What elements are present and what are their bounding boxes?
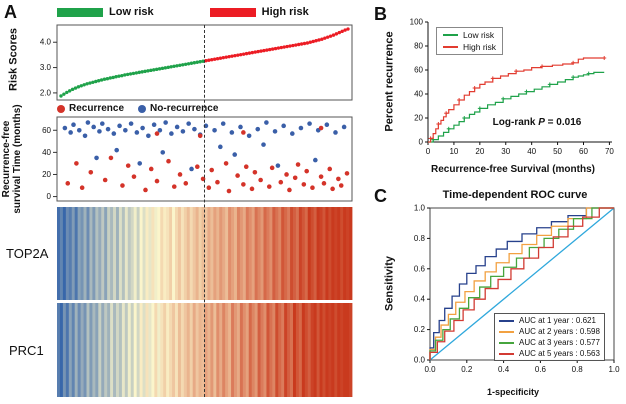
km-legend-low-risk-label: Low risk (463, 30, 495, 40)
roc-legend-1y: AUC at 1 year : 0.621 (499, 316, 600, 325)
svg-text:20: 20 (414, 114, 423, 123)
svg-text:0: 0 (419, 138, 424, 147)
svg-text:0.8: 0.8 (572, 365, 584, 374)
auc-5-years-line-icon (499, 352, 514, 355)
svg-text:20: 20 (475, 147, 484, 156)
svg-text:70: 70 (605, 147, 614, 156)
auc-3-years-line-icon (499, 341, 514, 344)
svg-text:2.0: 2.0 (40, 88, 52, 97)
panel-b-label: B (374, 4, 387, 24)
high-risk-line-icon (443, 46, 458, 48)
svg-text:30: 30 (501, 147, 510, 156)
svg-text:60: 60 (42, 126, 51, 135)
km-legend: Low risk High risk (436, 27, 504, 55)
svg-text:60: 60 (414, 66, 423, 75)
low-risk-label: Low risk (109, 6, 154, 18)
svg-text:20: 20 (42, 170, 51, 179)
km-legend-high-risk-label: High risk (463, 42, 497, 52)
recurrence-label: Recurrence (69, 103, 125, 114)
auc-2-years-line-icon (499, 330, 514, 333)
heatmap-row-label-top2a: TOP2A (6, 246, 49, 261)
logrank-prefix: Log-rank (492, 117, 539, 128)
roc-x-axis-label: 1-specificity (486, 387, 540, 397)
roc-legend: AUC at 1 year : 0.621 AUC at 2 years : 0… (494, 313, 605, 361)
logrank-p-symbol: P (538, 117, 545, 128)
high-risk-label: High risk (261, 6, 309, 18)
no-recurrence-dot-icon (138, 104, 147, 113)
risk-legend: Low risk High risk (57, 6, 309, 18)
roc-y-axis-label: Sensitivity (383, 255, 396, 312)
svg-text:0: 0 (47, 192, 52, 201)
panel-c-label: C (374, 186, 387, 206)
logrank-value: = 0.016 (544, 117, 582, 128)
svg-text:50: 50 (553, 147, 562, 156)
svg-text:0.0: 0.0 (414, 356, 426, 365)
auc-5-years-label: AUC at 5 years : 0.563 (519, 349, 600, 358)
svg-text:60: 60 (579, 147, 588, 156)
svg-text:1.0: 1.0 (608, 365, 620, 374)
svg-text:40: 40 (527, 147, 536, 156)
panel-a-label: A (4, 2, 17, 22)
survival-y-axis-label-line1: Recurrence-free (1, 120, 12, 198)
risk-score-plot: 2.0 3.0 4.0 (40, 24, 353, 101)
svg-text:40: 40 (42, 148, 51, 157)
svg-text:0.2: 0.2 (414, 325, 426, 334)
svg-text:1.0: 1.0 (414, 204, 426, 213)
svg-text:10: 10 (449, 147, 458, 156)
svg-text:80: 80 (414, 42, 423, 51)
heatmap-row-label-prc1: PRC1 (9, 343, 44, 358)
km-legend-low-risk: Low risk (443, 30, 496, 40)
roc-legend-5y: AUC at 5 years : 0.563 (499, 349, 600, 358)
svg-text:3.0: 3.0 (40, 63, 52, 72)
scatter-legend: Recurrence No-recurrence (57, 103, 218, 114)
logrank-annotation: Log-rank P = 0.016 (452, 117, 622, 128)
auc-2-years-label: AUC at 2 years : 0.598 (519, 327, 600, 336)
km-y-axis-label: Percent recurrence (383, 31, 396, 132)
no-recurrence-label: No-recurrence (150, 103, 219, 114)
svg-text:0.0: 0.0 (424, 365, 436, 374)
roc-legend-2y: AUC at 2 years : 0.598 (499, 327, 600, 336)
auc-1-year-label: AUC at 1 year : 0.621 (519, 316, 596, 325)
risk-cutoff-dashed-line (204, 25, 205, 397)
recurrence-dot-icon (57, 104, 65, 113)
svg-text:100: 100 (410, 18, 424, 27)
low-risk-swatch (57, 7, 103, 17)
km-x-axis-label: Recurrence-free Survival (months) (431, 164, 595, 175)
svg-text:0.2: 0.2 (461, 365, 473, 374)
svg-text:4.0: 4.0 (40, 38, 52, 47)
auc-1-year-line-icon (499, 319, 514, 322)
auc-3-years-label: AUC at 3 years : 0.577 (519, 338, 600, 347)
recurrence-curve-plot: 0 20 40 60 80 100 0 10 20 30 40 50 60 70 (410, 18, 615, 157)
svg-text:0.4: 0.4 (414, 295, 426, 304)
roc-plot: 0.0 0.2 0.4 0.6 0.8 1.0 0.0 0.2 0.4 0.6 0.8 1.0 (414, 204, 620, 375)
roc-title: Time-dependent ROC curve (442, 189, 588, 201)
svg-text:40: 40 (414, 90, 423, 99)
svg-text:0: 0 (426, 147, 431, 156)
survival-scatter-plot: 0 20 40 60 (42, 116, 353, 202)
survival-y-axis-label: Recurrence-free survival Time (months) (1, 84, 23, 234)
low-risk-line-icon (443, 34, 458, 36)
svg-text:0.4: 0.4 (498, 365, 510, 374)
survival-y-axis-label-line2: survival Time (months) (12, 104, 23, 214)
roc-legend-3y: AUC at 3 years : 0.577 (499, 338, 600, 347)
expression-heatmap (57, 207, 353, 397)
high-risk-swatch (209, 7, 256, 17)
km-legend-high-risk: High risk (443, 42, 496, 52)
svg-text:0.6: 0.6 (535, 365, 547, 374)
svg-text:0.6: 0.6 (414, 264, 426, 273)
svg-text:0.8: 0.8 (414, 234, 426, 243)
